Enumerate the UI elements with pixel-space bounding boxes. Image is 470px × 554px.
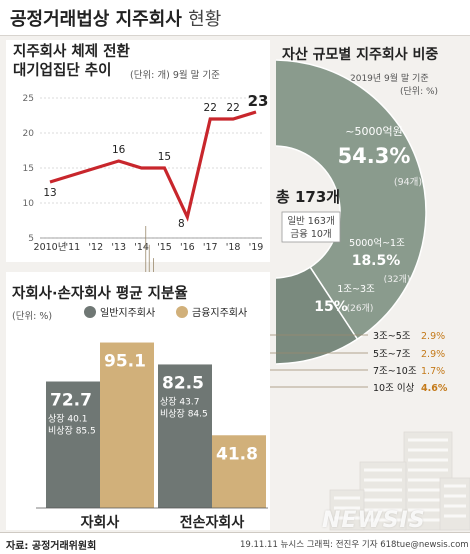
x-tick-label: '14 xyxy=(134,242,149,253)
bar-chart-panel: 자회사·손자회사 평균 지분율 (단위: %) 일반지주회사 금융지주회사 72.7… xyxy=(6,272,270,530)
slice-value: 15% xyxy=(314,299,348,315)
credit-note: 19.11.11 뉴시스 그래픽: 전진우 기자 618tue@newsis.c… xyxy=(240,540,469,550)
legend-label: 일반지주회사 xyxy=(100,307,155,319)
slice-value: 4.6% xyxy=(421,383,448,394)
x-tick-label: '17 xyxy=(203,242,218,253)
slice-value: 2.9% xyxy=(421,331,445,342)
bar-chart-unit: (단위: %) xyxy=(12,311,53,322)
bar-value: 95.1 xyxy=(104,352,146,372)
bar-chart: 일반지주회사 금융지주회사 72.7 95.1 자회사 82.5 41.8 전손자회사 상장 4… xyxy=(36,306,268,530)
data-label: 16 xyxy=(112,144,126,156)
category-label: 자회사 xyxy=(81,515,120,530)
y-tick-label: 10 xyxy=(23,199,35,209)
slice-value: 1.7% xyxy=(421,366,445,377)
bar-annotation: 비상장 84.5 xyxy=(160,408,208,419)
y-tick-label: 15 xyxy=(23,164,34,174)
y-tick-label: 5 xyxy=(28,234,34,244)
data-label: 22 xyxy=(204,102,217,114)
slice-label: 3조~5조 xyxy=(373,331,411,342)
slice-label: ~5000억원 xyxy=(345,125,402,138)
bar-annotation: 상장 40.1 xyxy=(48,414,87,425)
watermark: NEWSIS xyxy=(322,508,426,533)
data-label: 8 xyxy=(178,218,185,230)
building-illustration xyxy=(329,431,470,531)
line-chart: 5 10 15 20 25 2010년 '11 '12 '13 '14 '15 '16 '17 '18 '1… xyxy=(23,92,269,253)
x-tick-label: '13 xyxy=(111,242,126,253)
line-chart-title-2: 대기업집단 추이 xyxy=(13,63,112,79)
legend-swatch xyxy=(84,306,96,318)
data-label: 23 xyxy=(248,92,269,110)
bar-annotation: 비상장 85.5 xyxy=(48,426,96,437)
page-title-bold: 공정거래법상 지주회사 xyxy=(10,9,182,30)
page-title: 공정거래법상 지주회사 현황 xyxy=(10,5,221,31)
donut-center-total: 총 173개 xyxy=(276,188,340,206)
footer: 자료: 공정거래위원회 19.11.11 뉴시스 그래픽: 전진우 기자 618… xyxy=(0,532,470,554)
donut-slice xyxy=(276,59,427,341)
y-tick-label: 25 xyxy=(23,94,34,104)
slice-count: (32개) xyxy=(384,274,411,285)
slice-label: 10조 이상 xyxy=(373,383,415,394)
x-tick-label: '18 xyxy=(226,242,241,253)
slice-count: (94개) xyxy=(394,177,422,188)
bar xyxy=(46,381,100,508)
bar-chart-title: 자회사·손자회사 평균 지분율 xyxy=(12,286,188,302)
data-label: 22 xyxy=(226,102,239,114)
x-tick-label: 2010년 xyxy=(34,242,67,253)
category-label: 전손자회사 xyxy=(180,514,245,530)
line-chart-title-1: 지주회사 체제 전환 xyxy=(13,44,130,60)
line-series xyxy=(49,110,257,222)
slice-value: 54.3% xyxy=(338,144,411,168)
source-note: 자료: 공정거래위원회 xyxy=(6,541,97,552)
donut-slice xyxy=(276,266,359,365)
donut-center-box xyxy=(281,211,341,243)
bar-value: 82.5 xyxy=(162,373,204,393)
data-label: 15 xyxy=(158,151,171,163)
bar xyxy=(100,342,154,508)
slice-count: (26개) xyxy=(347,303,374,314)
bar-annotation: 상장 43.7 xyxy=(160,396,199,407)
page-title-light: 현황 xyxy=(188,9,222,30)
slice-label: 7조~10조 xyxy=(373,366,417,377)
slice-label: 5조~7조 xyxy=(373,349,411,360)
slice-label: 5000억~1조 xyxy=(349,237,405,249)
header: 공정거래법상 지주회사 현황 xyxy=(0,0,470,36)
donut-unit-note: (단위: %) xyxy=(400,87,439,97)
donut-slice xyxy=(122,212,210,245)
donut-center-finance: 금융 10개 xyxy=(290,229,331,240)
donut-slice xyxy=(126,226,211,256)
slice-value: 2.9% xyxy=(421,349,445,360)
bar-value: 72.7 xyxy=(50,391,92,411)
x-tick-label: '19 xyxy=(249,242,264,253)
bar xyxy=(158,364,212,508)
legend-swatch xyxy=(176,306,188,318)
donut-chart-title: 자산 규모별 지주회사 비중 xyxy=(282,47,439,63)
donut-date-note: 2019년 9월 말 기준 xyxy=(350,74,429,84)
donut-group xyxy=(122,59,427,365)
slice-value: 18.5% xyxy=(352,253,401,269)
data-label: 13 xyxy=(43,187,56,199)
donut-slice xyxy=(129,231,214,276)
line-chart-panel: 지주회사 체제 전환 대기업집단 추이 (단위: 개) 9월 말 기준 5 10 1… xyxy=(6,40,270,262)
legend-label: 금융지주회사 xyxy=(192,307,247,319)
y-tick-label: 20 xyxy=(23,129,35,139)
x-tick-label: '12 xyxy=(88,242,103,253)
line-chart-unit: (단위: 개) 9월 말 기준 xyxy=(130,70,220,81)
x-tick-label: '11 xyxy=(66,242,81,253)
x-tick-label: '15 xyxy=(157,242,172,253)
donut-center-general: 일반 163개 xyxy=(287,216,334,227)
donut-chart-panel: 자산 규모별 지주회사 비중 2019년 9월 말 기준 (단위: %) xyxy=(276,40,466,528)
slice-label: 1조~3조 xyxy=(337,284,375,295)
bar xyxy=(212,435,266,508)
x-tick-label: '16 xyxy=(180,242,195,253)
bar-value: 41.8 xyxy=(216,444,258,464)
